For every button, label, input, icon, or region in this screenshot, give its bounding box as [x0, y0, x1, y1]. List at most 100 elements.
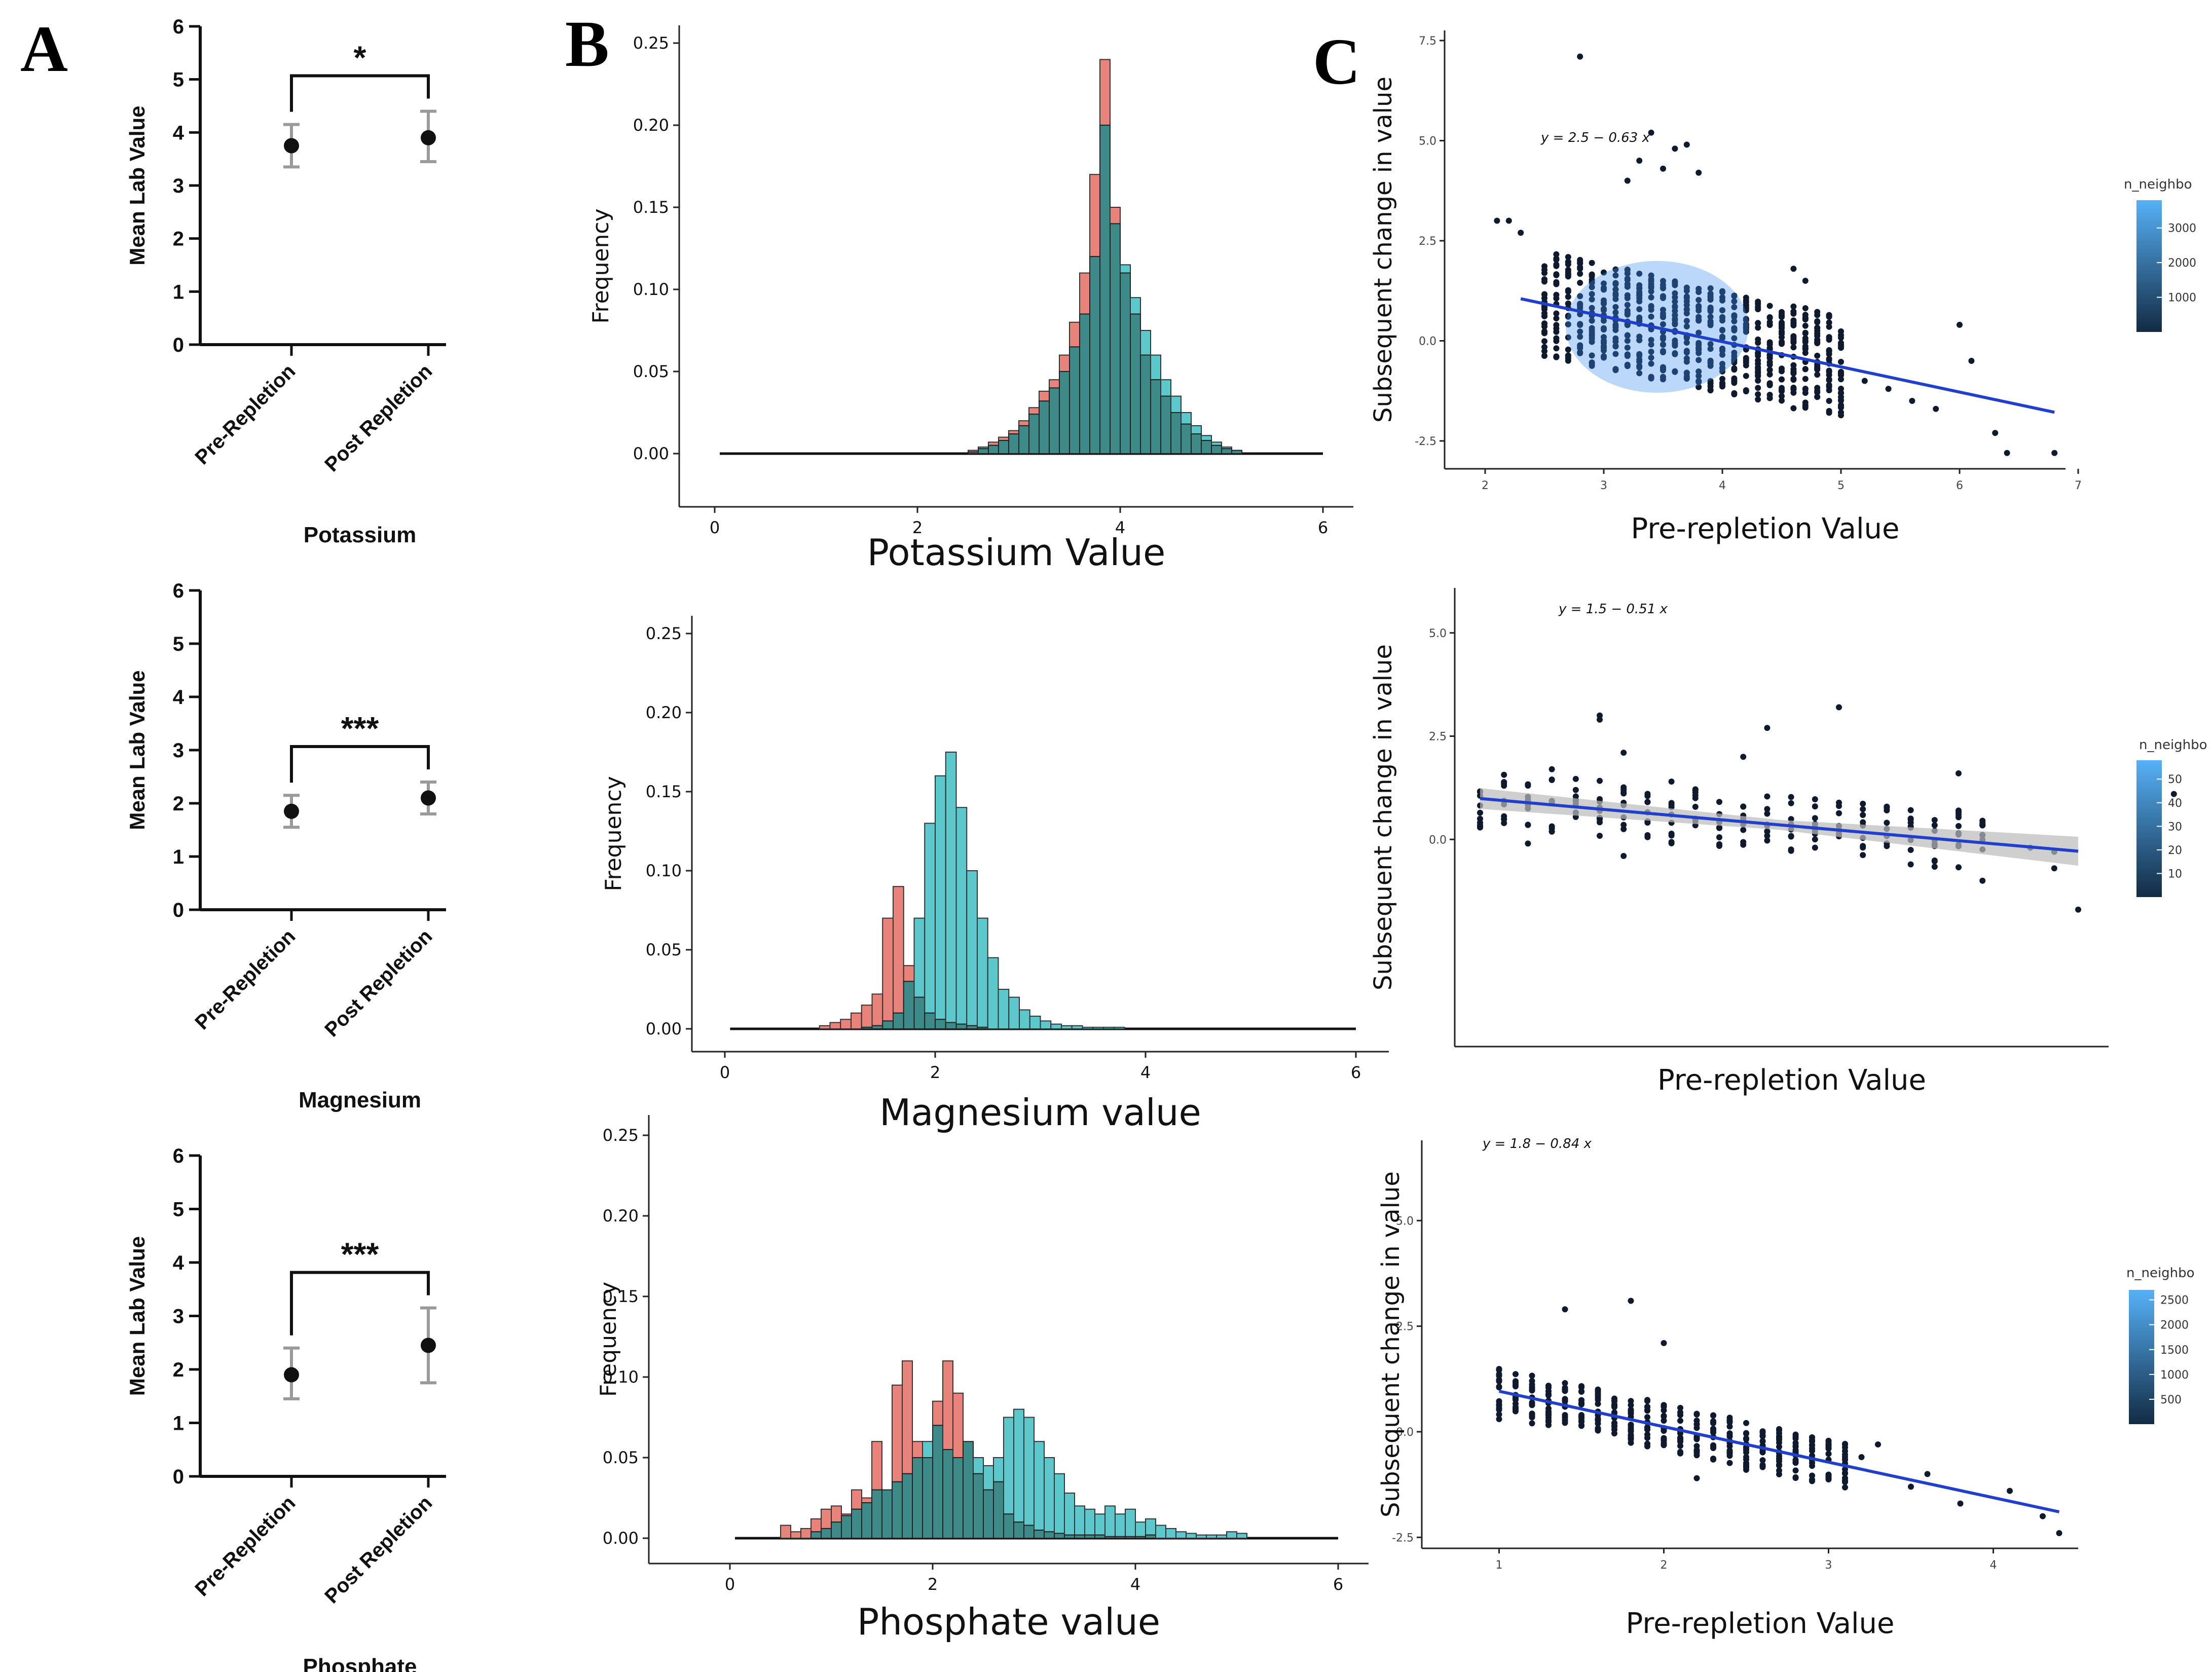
data-point [1788, 833, 1794, 839]
outlier-point [1672, 145, 1678, 152]
data-point [1755, 373, 1761, 380]
data-point [1710, 1413, 1716, 1419]
x-tick-label: 6 [1956, 479, 1963, 492]
data-point [1792, 1457, 1799, 1463]
chart-b2-magnesium-histogram: 0.00 0.05 0.10 0.15 0.20 0.25 0 2 4 6 Frequency Mag… [601, 616, 1389, 1134]
x-tick-label: 4 [1990, 1559, 1997, 1572]
x-tick-label: 1 [1496, 1559, 1503, 1572]
y-tick-label: 0.0 [1429, 834, 1447, 846]
outlier-point [1529, 1420, 1535, 1427]
data-point [1553, 310, 1560, 317]
legend-tick-label: 2500 [2160, 1294, 2189, 1307]
data-point [1513, 1396, 1519, 1403]
data-point [1860, 811, 1866, 818]
histogram-bar [1028, 407, 1040, 415]
data-point [1612, 266, 1619, 273]
y-tick-label: 0.00 [646, 1019, 682, 1038]
histogram-bar [1150, 354, 1161, 381]
regression-equation: y = 1.8 − 0.84 x [1482, 1136, 1592, 1151]
histogram-overlap-bar [1110, 223, 1121, 454]
histogram-bar [1040, 1020, 1052, 1030]
histogram-bar [1206, 1534, 1217, 1539]
histogram-overlap-bar [935, 1019, 946, 1030]
data-point [1695, 347, 1702, 353]
data-point [1719, 314, 1725, 321]
data-point [1764, 833, 1771, 839]
data-point [1826, 314, 1832, 320]
histogram-bar [1059, 354, 1070, 372]
data-point [1931, 864, 1938, 870]
histogram-overlap-bar [1059, 371, 1070, 454]
data-point [1496, 1366, 1502, 1372]
x-axis-title: Potassium Value [867, 531, 1166, 574]
data-point [1578, 1388, 1584, 1395]
data-point [1565, 334, 1571, 341]
y-tick-label: 0.15 [646, 782, 682, 801]
x-category-label: Post Repletion [320, 925, 436, 1041]
y-tick-label: 0.0 [1396, 1426, 1414, 1439]
histogram-overlap-bar [1034, 1530, 1045, 1539]
panel-label-c: C [1313, 25, 1360, 98]
histogram-bar [840, 1019, 852, 1030]
data-point [1644, 1414, 1650, 1421]
data-point [1612, 280, 1619, 286]
legend-tick-label: 2000 [2160, 1319, 2189, 1332]
data-point [1525, 822, 1531, 828]
data-point [1545, 1388, 1552, 1395]
mean-point [421, 790, 436, 806]
data-point [1660, 321, 1666, 327]
data-point [1541, 270, 1547, 276]
y-tick-label: 3 [173, 1306, 184, 1328]
y-axis-label: Mean Lab Value [125, 1236, 149, 1396]
data-point [1562, 1414, 1568, 1421]
data-point [1719, 335, 1725, 341]
histogram-bar [819, 1025, 831, 1030]
data-point [1743, 302, 1749, 308]
histogram-overlap-bar [1003, 1513, 1014, 1539]
data-point [1731, 298, 1738, 305]
histogram-bar [966, 870, 978, 1026]
histogram-bar [924, 823, 936, 1014]
data-point [1624, 302, 1631, 308]
chart-a3-phosphate-means: 0 1 2 3 4 5 6 Mean Lab Value Pre-Repletion Post R… [125, 1145, 446, 1672]
data-point [1842, 1456, 1848, 1463]
data-point [1802, 305, 1809, 312]
data-point [1693, 1447, 1700, 1454]
data-point [1790, 344, 1797, 351]
histogram-bar [1175, 1531, 1187, 1539]
histogram-overlap-bar [1094, 1534, 1105, 1539]
data-point [1565, 293, 1571, 300]
data-point [1660, 366, 1666, 373]
histogram-bar [1044, 1457, 1055, 1533]
regression-equation: y = 1.5 − 0.51 x [1558, 602, 1668, 617]
outlier-point [1693, 1475, 1700, 1481]
data-point [1624, 310, 1631, 317]
data-point [1553, 256, 1560, 263]
data-point [1884, 820, 1890, 826]
data-point [1553, 353, 1560, 360]
data-point [1565, 287, 1571, 293]
data-point [1589, 273, 1595, 280]
data-point [1726, 1423, 1733, 1430]
histogram-overlap-bar [998, 440, 1009, 455]
histogram-overlap-bar [1125, 1536, 1136, 1539]
histogram-bar [977, 917, 988, 1028]
data-point [1677, 1412, 1683, 1419]
histogram-overlap-bar [1181, 423, 1192, 454]
histogram-bar [1092, 1026, 1104, 1030]
outlier-point [1636, 158, 1643, 164]
outlier-point [1648, 129, 1654, 136]
data-point [1716, 841, 1722, 847]
data-point [1612, 286, 1619, 293]
outlier-point [1956, 770, 1962, 776]
histogram-bar [1039, 390, 1050, 402]
data-point [1589, 291, 1595, 298]
panel-title: Potassium [304, 523, 417, 547]
data-point [1601, 306, 1607, 312]
data-point [1956, 864, 1962, 871]
histogram-overlap-bar [977, 1026, 988, 1030]
data-point [1612, 304, 1619, 310]
histogram-bar [1049, 379, 1060, 389]
data-point [1549, 825, 1555, 832]
y-tick-label: 0.15 [633, 198, 669, 217]
